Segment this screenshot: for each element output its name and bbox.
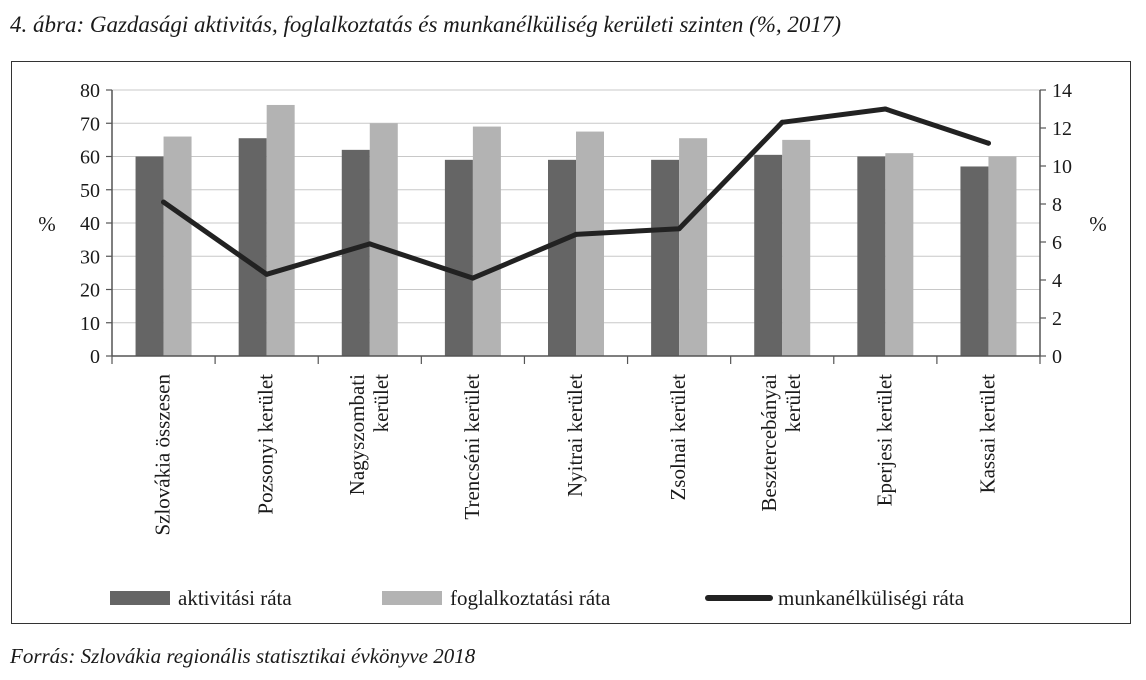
tick-labels: 0 10 20 30 40 50 60 70 80 0 2 4 6 8 10 12 14 [80,80,1072,368]
y-tick-label: 50 [80,180,100,202]
y2-tick-label: 8 [1052,194,1062,216]
bar-aktivitasi-rata [548,159,576,356]
category-label-line: Pozsonyi kerület [254,374,278,515]
unemployment-line [161,106,991,281]
y-tick-label: 80 [80,80,100,102]
bars [135,104,1017,357]
y2-tick-label: 14 [1052,80,1072,102]
munkanelkulisegi-rata-point [779,119,785,125]
y-tick-label: 70 [80,113,100,135]
figure-source: Forrás: Szlovákia regionális statisztika… [10,644,476,668]
munkanelkulisegi-rata-point [367,241,373,247]
munkanelkulisegi-rata-point [264,271,270,277]
category-label: Zsolnai kerület [666,374,690,501]
chart-frame [11,61,1131,624]
bar-aktivitasi-rata [651,159,680,356]
legend: aktivitási ráta foglalkoztatási ráta munka… [110,586,965,610]
category-label: Szlovákia összesen [151,374,175,536]
y-tick-label: 30 [80,246,100,268]
y2-axis-label: % [1089,212,1107,236]
bar-foglalkoztatasi-rata [266,104,295,357]
bar-foglalkoztatasi-rata [472,126,501,356]
y-tick-label: 20 [80,280,100,302]
munkanelkulisegi-rata-point [676,226,682,232]
chart: 0 10 20 30 40 50 60 70 80 0 2 4 6 8 10 12 14 Szlovákia ö… [38,80,1107,610]
legend-swatch-foglalkoztatasi-rata [382,591,442,605]
category-label: Trencséni kerület [460,374,484,520]
bar-foglalkoztatasi-rata [163,136,192,356]
category-label: Nyitrai kerület [563,374,587,497]
bar-foglalkoztatasi-rata [782,139,811,356]
category-label-line: Nagyszombati [345,374,369,495]
bar-foglalkoztatasi-rata [679,138,708,356]
category-labels: Szlovákia összesen Pozsonyi kerület Nagysz… [151,374,1000,536]
bar-foglalkoztatasi-rata [885,153,914,356]
bar-aktivitasi-rata [444,159,473,356]
bar-aktivitasi-rata [135,156,164,356]
category-label: Besztercebányaikerület [757,374,805,512]
category-label-line: kerület [781,374,805,432]
category-label-line: Szlovákia összesen [151,374,175,536]
category-label-line: Zsolnai kerület [666,374,690,501]
y2-tick-label: 6 [1052,232,1062,254]
figure-title: 4. ábra: Gazdasági aktivitás, foglalkozt… [10,12,842,37]
category-label-line: Besztercebányai [757,374,781,512]
category-label-line: Kassai kerület [975,374,999,494]
munkanelkulisegi-rata-point [161,199,167,205]
y-tick-label: 40 [80,213,100,235]
category-label-line: Eperjesi kerület [872,374,896,507]
category-label-line: kerület [369,374,393,432]
y2-tick-label: 0 [1052,346,1062,368]
bar-aktivitasi-rata [238,138,267,356]
category-label: Kassai kerület [975,374,999,494]
legend-label: aktivitási ráta [178,586,292,610]
legend-label: munkanélküliségi ráta [778,586,965,610]
y2-tick-label: 4 [1052,270,1062,292]
y2-tick-label: 2 [1052,308,1062,330]
munkanelkulisegi-rata-point [573,231,579,237]
category-label: Eperjesi kerület [872,374,896,507]
munkanelkulisegi-rata-point [985,140,991,146]
category-label: Nagyszombatikerület [345,374,393,495]
category-label-line: Trencséni kerület [460,374,484,520]
bar-aktivitasi-rata [754,154,783,356]
legend-label: foglalkoztatási ráta [450,586,611,610]
bar-aktivitasi-rata [857,156,886,356]
y2-tick-label: 12 [1052,118,1072,140]
bar-foglalkoztatasi-rata [988,156,1017,356]
bar-foglalkoztatasi-rata [369,123,398,356]
y-tick-label: 10 [80,313,100,335]
legend-swatch-aktivitasi-rata [110,591,170,605]
bar-foglalkoztatasi-rata [576,131,604,356]
category-label-line: Nyitrai kerület [563,374,587,497]
y-tick-label: 60 [80,147,100,169]
y-axis-label: % [38,212,56,236]
category-label: Pozsonyi kerület [254,374,278,515]
y-tick-label: 0 [90,346,100,368]
munkanelkulisegi-rata-point [470,275,476,281]
munkanelkulisegi-rata-point [882,106,888,112]
bar-aktivitasi-rata [960,166,989,356]
y2-tick-label: 10 [1052,156,1072,178]
